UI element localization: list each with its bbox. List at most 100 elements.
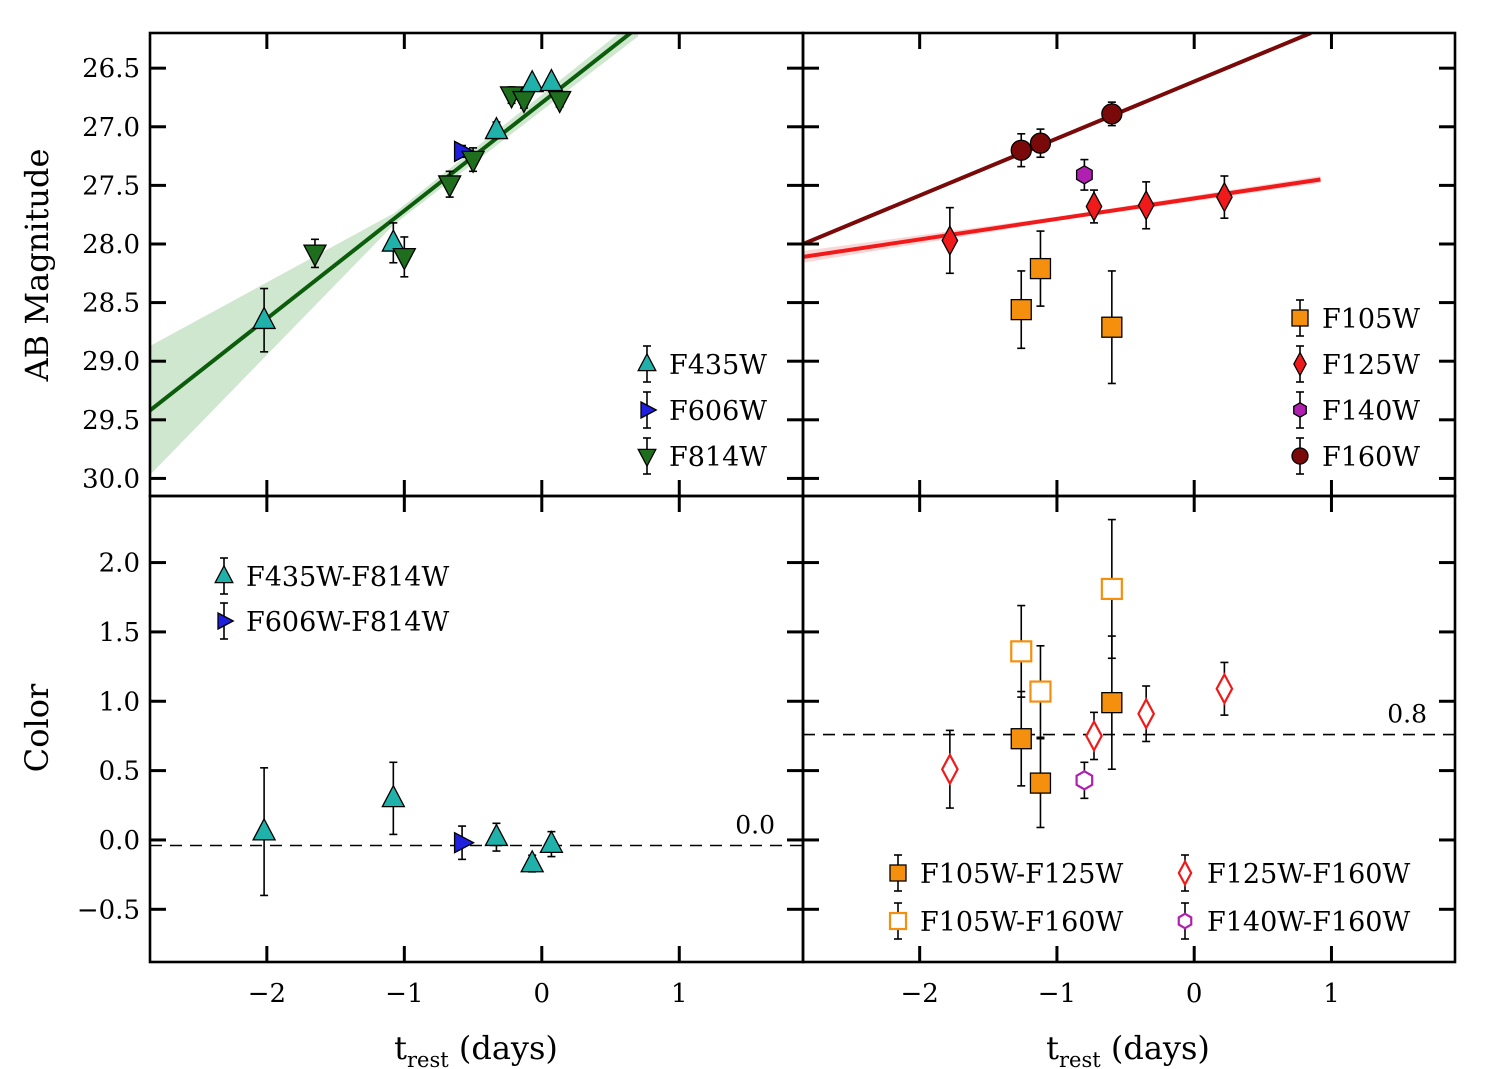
- y-tick-label: 26.5: [82, 54, 140, 84]
- y-tick-label: 27.5: [82, 171, 140, 201]
- point-f105w: [1101, 316, 1123, 338]
- point-f435w: [539, 68, 564, 92]
- y-axis-label-bottom: Color: [18, 683, 56, 772]
- legend-marker-f140w-f160w: [1177, 912, 1193, 930]
- legend-marker-f125w-f160w: [1177, 859, 1193, 887]
- reference-lines: 0.0 0.8: [150, 700, 1455, 847]
- point-f140w: [1075, 165, 1093, 185]
- x-tick-label: 0: [1186, 979, 1203, 1009]
- point-f435w: [520, 69, 545, 93]
- legend-label-f606w-f814w: F606W-F814W: [246, 607, 449, 638]
- legend-marker-f606w-f814w: [217, 611, 235, 631]
- legend-label-f160w: F160W: [1322, 442, 1420, 473]
- legend-label-f105w: F105W: [1322, 304, 1420, 335]
- legend-top-left: F435W F606W F814W: [637, 345, 767, 475]
- legend-label-f435w: F435W: [669, 350, 767, 381]
- legend-bottom-left: F435W-F814W F606W-F814W: [214, 557, 449, 640]
- y-tick-label: 27.0: [82, 113, 140, 143]
- x-axis-label-main: t: [394, 1029, 407, 1067]
- point-f105w: [1029, 257, 1052, 280]
- point-f814w: [511, 90, 537, 114]
- reference-line-label: 0.0: [735, 811, 775, 840]
- y-tick-label: 1.5: [99, 618, 140, 648]
- fit-line: [803, 33, 1312, 246]
- y-tick-label: 0.5: [99, 757, 140, 787]
- legends: F435W F606W F814W F105W F125W F140W F160W F435W…: [214, 299, 1420, 940]
- legend-label-f140w-f160w: F140W-F160W: [1207, 907, 1410, 938]
- y-tick-label: 28.5: [82, 289, 140, 319]
- x-tick-label: −1: [385, 979, 423, 1009]
- point-f606w-f814w: [453, 831, 475, 854]
- point-f160w: [1010, 139, 1032, 161]
- x-axis-label-subscript: rest: [1059, 1048, 1101, 1069]
- legend-marker-f140w: [1293, 402, 1307, 418]
- y-tick-label: 2.0: [99, 549, 140, 579]
- legend-marker-f435w: [637, 352, 657, 372]
- point-f160w: [1101, 103, 1123, 125]
- y-tick-label: 30.0: [82, 464, 140, 494]
- legend-marker-f814w: [637, 448, 657, 468]
- point-f125w: [1137, 189, 1155, 221]
- fit-line: [150, 33, 634, 413]
- legend-label-f105w-f125w: F105W-F125W: [920, 859, 1123, 890]
- legend-label-f606w: F606W: [669, 396, 767, 427]
- point-f125w-f160w: [940, 752, 959, 786]
- legend-bottom-right: F105W-F125W F105W-F160W F125W-F160W F140W-F…: [888, 854, 1410, 940]
- legend-marker-f105w: [1291, 309, 1309, 327]
- point-f125w-f160w: [1215, 672, 1234, 706]
- point-f105w-f160w: [1100, 577, 1123, 601]
- y-axis-label-top: AB Magnitude: [18, 149, 56, 383]
- point-f140w-f160w: [1075, 770, 1094, 791]
- legend-label-f105w-f160w: F105W-F160W: [920, 907, 1123, 938]
- axis-ticks: 26.5 27.0 27.5 28.0 28.5 29.0 29.5 30.0 2.0 1.5 1.…: [77, 33, 1455, 1009]
- point-f125w: [941, 224, 959, 257]
- legend-label-f140w: F140W: [1322, 396, 1420, 427]
- legend-marker-f125w: [1293, 351, 1307, 377]
- point-f105w-f160w: [1029, 680, 1052, 703]
- point-f814w: [547, 90, 572, 114]
- point-f814w: [302, 244, 328, 268]
- point-f435w: [252, 306, 277, 330]
- point-f814w: [437, 175, 462, 199]
- y-tick-label: 29.0: [82, 347, 140, 377]
- point-f125w: [1085, 190, 1103, 223]
- x-axis-label-subscript: rest: [407, 1048, 449, 1069]
- y-tick-label: 29.5: [82, 406, 140, 436]
- panel-frames: [148, 31, 1457, 964]
- x-axis-label-main: t: [1046, 1029, 1059, 1067]
- y-tick-label: −0.5: [77, 895, 140, 925]
- point-f435w-f814w: [539, 830, 564, 854]
- legend-label-f125w-f160w: F125W-F160W: [1207, 859, 1410, 890]
- point-f814w: [460, 150, 486, 174]
- y-tick-label: 28.0: [82, 230, 140, 260]
- x-tick-label: −2: [248, 979, 286, 1009]
- x-tick-label: 1: [671, 979, 688, 1009]
- y-tick-label: 1.0: [99, 687, 140, 717]
- point-f435w-f814w: [484, 823, 509, 847]
- point-f105w-f125w: [1010, 728, 1032, 750]
- reference-line-label: 0.8: [1387, 700, 1427, 729]
- point-f105w: [1010, 298, 1032, 321]
- legend-marker-f606w: [640, 400, 658, 420]
- x-tick-label: 0: [534, 979, 551, 1009]
- point-f435w-f814w: [520, 849, 545, 873]
- x-tick-label: 1: [1323, 979, 1340, 1009]
- legend-label-f435w-f814w: F435W-F814W: [246, 562, 449, 593]
- fit-line: [803, 177, 1321, 259]
- data-points: [252, 68, 1234, 873]
- y-tick-label: 0.0: [99, 826, 140, 856]
- point-f435w: [381, 228, 406, 252]
- legend-marker-f435w-f814w: [214, 564, 234, 584]
- point-f160w: [1029, 132, 1052, 154]
- x-tick-label: −2: [901, 979, 939, 1009]
- point-f435w: [484, 116, 509, 140]
- point-f105w-f125w: [1029, 772, 1052, 794]
- x-axis-label-left: trest (days): [394, 1029, 558, 1069]
- legend-label-f125w: F125W: [1322, 350, 1420, 381]
- legend-label-f814w: F814W: [669, 442, 767, 473]
- x-axis-label-right: trest (days): [1046, 1029, 1210, 1069]
- x-axis-label-tail: (days): [1101, 1029, 1210, 1067]
- point-f125w: [1215, 181, 1233, 213]
- legend-top-right: F105W F125W F140W F160W: [1291, 299, 1420, 475]
